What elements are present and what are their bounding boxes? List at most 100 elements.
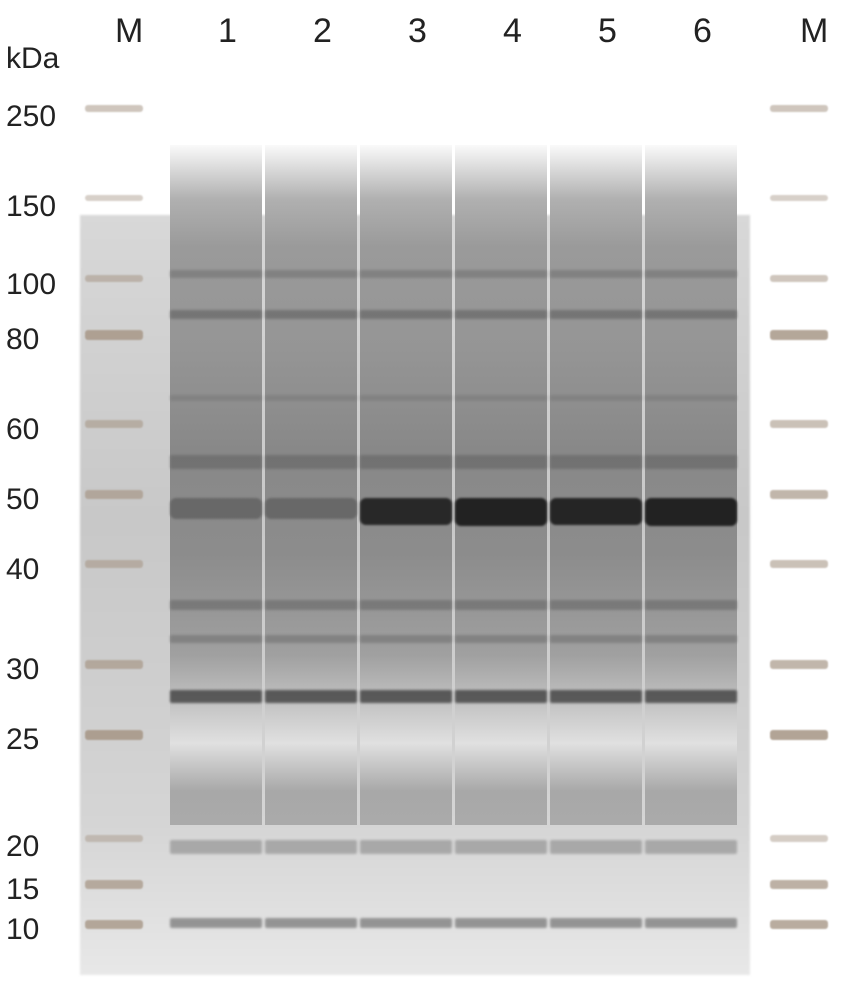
- marker-band: [85, 195, 143, 201]
- protein-band: [360, 310, 452, 319]
- sample-lane: [170, 0, 262, 1000]
- protein-band: [170, 635, 262, 643]
- protein-band: [455, 690, 547, 703]
- protein-band: [645, 690, 737, 703]
- marker-band: [85, 660, 143, 669]
- sample-lane-smear: [170, 145, 262, 825]
- sample-lane: [360, 0, 452, 1000]
- molecular-weight-label: 10: [6, 913, 39, 947]
- marker-band: [85, 880, 143, 889]
- protein-band: [645, 270, 737, 278]
- protein-band: [170, 840, 262, 854]
- protein-band: [265, 310, 357, 319]
- molecular-weight-label: 60: [6, 413, 39, 447]
- protein-band: [645, 840, 737, 854]
- marker-band: [770, 330, 828, 340]
- protein-band: [265, 918, 357, 928]
- molecular-weight-label: 80: [6, 323, 39, 357]
- protein-band: [550, 635, 642, 643]
- marker-band: [85, 560, 143, 568]
- major-protein-band: [645, 498, 737, 526]
- marker-band: [770, 195, 828, 201]
- protein-band: [550, 270, 642, 278]
- molecular-weight-label: 30: [6, 653, 39, 687]
- protein-band: [645, 395, 737, 401]
- sample-lane-smear: [360, 145, 452, 825]
- protein-band: [360, 600, 452, 610]
- sample-lane: [265, 0, 357, 1000]
- protein-band: [455, 918, 547, 928]
- molecular-weight-label: 250: [6, 100, 56, 134]
- molecular-weight-label: 20: [6, 830, 39, 864]
- protein-band: [455, 310, 547, 319]
- protein-band: [265, 395, 357, 401]
- protein-band: [645, 918, 737, 928]
- marker-band: [770, 835, 828, 842]
- protein-band: [550, 600, 642, 610]
- molecular-weight-label: 100: [6, 268, 56, 302]
- marker-band: [770, 920, 828, 929]
- marker-band: [85, 105, 143, 112]
- protein-band: [170, 270, 262, 278]
- marker-band: [85, 730, 143, 740]
- protein-band: [360, 840, 452, 854]
- protein-band: [550, 310, 642, 319]
- protein-band: [265, 635, 357, 643]
- molecular-weight-label: 15: [6, 873, 39, 907]
- marker-band: [770, 420, 828, 428]
- major-protein-band: [265, 498, 357, 519]
- marker-band: [85, 275, 143, 282]
- molecular-weight-label: 25: [6, 723, 39, 757]
- lane-label: M: [115, 12, 143, 51]
- major-protein-band: [455, 498, 547, 526]
- protein-band: [170, 455, 262, 469]
- marker-band: [770, 660, 828, 669]
- protein-band: [360, 270, 452, 278]
- protein-band: [265, 690, 357, 703]
- protein-band: [645, 455, 737, 469]
- protein-band: [360, 918, 452, 928]
- protein-band: [455, 635, 547, 643]
- marker-band: [85, 490, 143, 499]
- marker-band: [85, 920, 143, 929]
- major-protein-band: [360, 498, 452, 525]
- major-protein-band: [550, 498, 642, 525]
- protein-band: [455, 455, 547, 469]
- sample-lane: [455, 0, 547, 1000]
- protein-band: [170, 395, 262, 401]
- marker-band: [770, 275, 828, 282]
- marker-band: [85, 835, 143, 842]
- protein-band: [265, 455, 357, 469]
- molecular-weight-label: 150: [6, 190, 56, 224]
- molecular-weight-label: 40: [6, 553, 39, 587]
- protein-band: [455, 270, 547, 278]
- marker-band: [770, 105, 828, 112]
- protein-band: [645, 600, 737, 610]
- protein-band: [265, 840, 357, 854]
- protein-band: [550, 840, 642, 854]
- protein-band: [455, 840, 547, 854]
- sample-lane: [645, 0, 737, 1000]
- protein-band: [550, 455, 642, 469]
- protein-band: [170, 600, 262, 610]
- protein-band: [170, 310, 262, 319]
- sample-lane-smear: [455, 145, 547, 825]
- marker-band: [770, 560, 828, 568]
- sample-lane: [550, 0, 642, 1000]
- protein-band: [645, 310, 737, 319]
- sample-lane-smear: [645, 145, 737, 825]
- protein-band: [455, 395, 547, 401]
- protein-band: [170, 918, 262, 928]
- marker-band: [85, 420, 143, 428]
- molecular-weight-label: 50: [6, 483, 39, 517]
- protein-band: [550, 918, 642, 928]
- protein-band: [265, 600, 357, 610]
- gel-electrophoresis-figure: kDa 250150100806050403025201510 M123456M: [0, 0, 859, 1000]
- protein-band: [645, 635, 737, 643]
- marker-band: [85, 330, 143, 340]
- lane-label: M: [800, 12, 828, 51]
- protein-band: [360, 395, 452, 401]
- protein-band: [455, 600, 547, 610]
- marker-band: [770, 880, 828, 889]
- marker-band: [770, 730, 828, 740]
